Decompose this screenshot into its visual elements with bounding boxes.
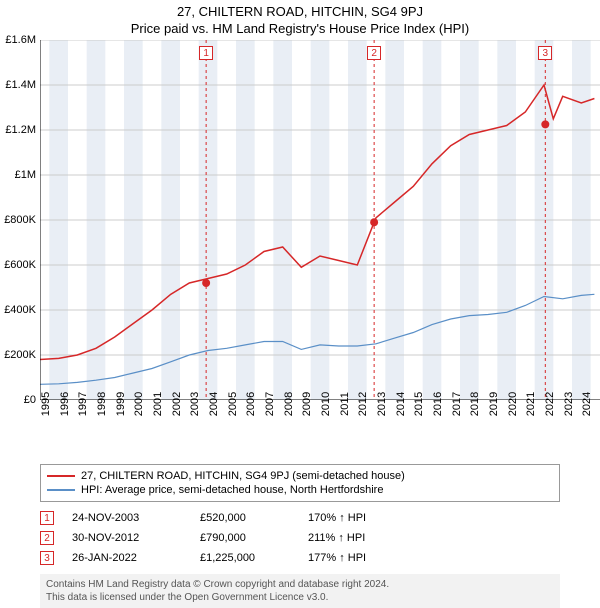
sale-row: 1 24-NOV-2003 £520,000 170% ↑ HPI (40, 508, 560, 528)
legend-label: HPI: Average price, semi-detached house,… (81, 484, 383, 496)
sale-date: 30-NOV-2012 (72, 532, 182, 544)
legend-row: 27, CHILTERN ROAD, HITCHIN, SG4 9PJ (sem… (47, 469, 553, 483)
x-tick-label: 2012 (357, 392, 369, 416)
sale-date: 24-NOV-2003 (72, 512, 182, 524)
x-tick-label: 2001 (152, 392, 164, 416)
x-tick-label: 2003 (189, 392, 201, 416)
x-tick-label: 2007 (264, 392, 276, 416)
legend-swatch (47, 475, 75, 477)
sales-table: 1 24-NOV-2003 £520,000 170% ↑ HPI 2 30-NOV-20… (40, 508, 560, 568)
x-tick-label: 2018 (469, 392, 481, 416)
sale-marker-icon: 3 (40, 551, 54, 565)
chart-svg (40, 40, 600, 400)
footer-licence: Contains HM Land Registry data © Crown c… (40, 574, 560, 608)
x-tick-label: 2011 (339, 392, 351, 416)
page-subtitle: Price paid vs. HM Land Registry's House … (0, 19, 600, 40)
page-title: 27, CHILTERN ROAD, HITCHIN, SG4 9PJ (0, 0, 600, 19)
y-tick-label: £1.2M (5, 124, 36, 136)
x-tick-label: 2006 (245, 392, 257, 416)
sale-row: 3 26-JAN-2022 £1,225,000 177% ↑ HPI (40, 548, 560, 568)
x-tick-label: 2015 (413, 392, 425, 416)
x-tick-label: 2009 (301, 392, 313, 416)
y-tick-label: £1.4M (5, 79, 36, 91)
sale-price: £790,000 (200, 532, 290, 544)
y-tick-label: £1M (15, 169, 36, 181)
x-tick-label: 2023 (563, 392, 575, 416)
y-tick-label: £400K (4, 304, 36, 316)
footer-line2: This data is licensed under the Open Gov… (46, 591, 554, 604)
y-tick-label: £200K (4, 349, 36, 361)
x-tick-label: 1998 (96, 392, 108, 416)
x-tick-label: 1997 (77, 392, 89, 416)
legend-row: HPI: Average price, semi-detached house,… (47, 483, 553, 497)
chart-area: £0£200K£400K£600K£800K£1M£1.2M£1.4M£1.6M… (40, 40, 600, 400)
x-tick-label: 2019 (488, 392, 500, 416)
sale-hpi: 177% ↑ HPI (308, 552, 366, 564)
x-tick-label: 2024 (581, 392, 593, 416)
x-tick-label: 1999 (115, 392, 127, 416)
x-tick-label: 2010 (320, 392, 332, 416)
y-tick-label: £600K (4, 259, 36, 271)
sale-date: 26-JAN-2022 (72, 552, 182, 564)
sale-hpi: 170% ↑ HPI (308, 512, 366, 524)
y-tick-label: £1.6M (5, 34, 36, 46)
y-tick-label: £800K (4, 214, 36, 226)
x-axis: 1995199619971998199920002001200220032004… (40, 400, 600, 460)
y-tick-label: £0 (24, 394, 36, 406)
sale-marker-icon: 1 (40, 511, 54, 525)
x-tick-label: 2022 (544, 392, 556, 416)
x-tick-label: 2008 (283, 392, 295, 416)
legend-label: 27, CHILTERN ROAD, HITCHIN, SG4 9PJ (sem… (81, 470, 405, 482)
x-tick-label: 1995 (40, 392, 52, 416)
legend-swatch (47, 489, 75, 491)
x-tick-label: 2013 (376, 392, 388, 416)
x-tick-label: 2002 (171, 392, 183, 416)
x-tick-label: 2005 (227, 392, 239, 416)
legend: 27, CHILTERN ROAD, HITCHIN, SG4 9PJ (sem… (40, 464, 560, 502)
x-tick-label: 2016 (432, 392, 444, 416)
x-tick-label: 2017 (451, 392, 463, 416)
x-tick-label: 2020 (507, 392, 519, 416)
sale-hpi: 211% ↑ HPI (308, 532, 365, 544)
sale-marker-box: 2 (367, 46, 381, 60)
x-tick-label: 2014 (395, 392, 407, 416)
x-tick-label: 1996 (59, 392, 71, 416)
sale-marker-box: 1 (199, 46, 213, 60)
sale-price: £1,225,000 (200, 552, 290, 564)
sale-price: £520,000 (200, 512, 290, 524)
y-axis: £0£200K£400K£600K£800K£1M£1.2M£1.4M£1.6M (0, 40, 38, 400)
sale-marker-box: 3 (538, 46, 552, 60)
sale-row: 2 30-NOV-2012 £790,000 211% ↑ HPI (40, 528, 560, 548)
x-tick-label: 2000 (133, 392, 145, 416)
x-tick-label: 2021 (525, 392, 537, 416)
footer-line1: Contains HM Land Registry data © Crown c… (46, 578, 554, 591)
sale-marker-icon: 2 (40, 531, 54, 545)
x-tick-label: 2004 (208, 392, 220, 416)
